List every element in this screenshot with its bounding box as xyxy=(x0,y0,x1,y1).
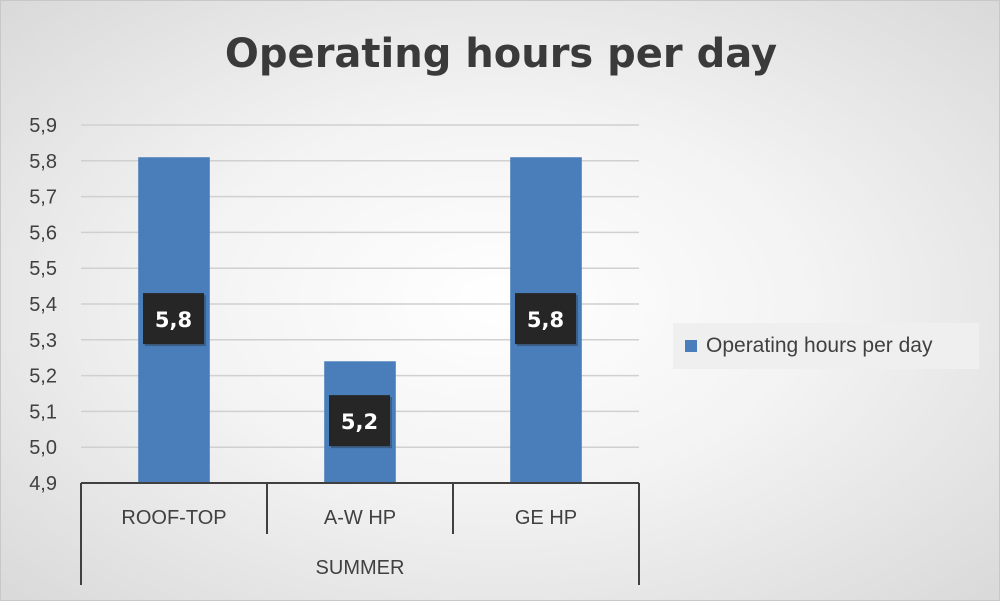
data-label-box xyxy=(515,293,576,345)
y-tick-label: 4,9 xyxy=(29,473,57,495)
y-tick-label: 5,0 xyxy=(29,437,57,459)
x-tick-label: GE HP xyxy=(515,507,577,529)
x-group-label: SUMMER xyxy=(316,557,405,579)
y-tick-label: 5,1 xyxy=(29,401,57,423)
y-tick-label: 5,8 xyxy=(29,151,57,173)
y-tick-label: 5,7 xyxy=(29,187,57,209)
legend-swatch xyxy=(685,340,697,352)
x-tick-label: A-W HP xyxy=(324,507,396,529)
data-label-box xyxy=(329,395,390,447)
y-tick-label: 5,6 xyxy=(29,222,57,244)
data-label-box xyxy=(143,293,204,345)
data-label: 5,8 xyxy=(527,308,564,332)
y-tick-label: 5,5 xyxy=(29,258,57,280)
y-tick-label: 5,4 xyxy=(29,294,57,316)
legend: Operating hours per day xyxy=(673,323,979,369)
chart-title: Operating hours per day xyxy=(224,31,778,77)
x-tick-label: ROOF-TOP xyxy=(121,507,226,529)
legend-label: Operating hours per day xyxy=(706,334,933,357)
y-tick-label: 5,2 xyxy=(29,366,57,388)
data-label: 5,2 xyxy=(341,410,378,434)
y-tick-label: 5,3 xyxy=(29,330,57,352)
data-label: 5,8 xyxy=(155,308,192,332)
y-tick-label: 5,9 xyxy=(29,115,57,137)
